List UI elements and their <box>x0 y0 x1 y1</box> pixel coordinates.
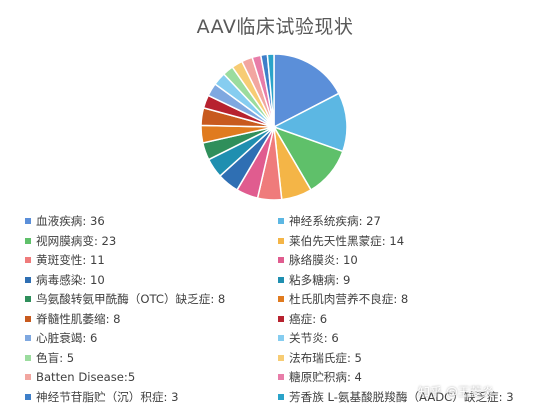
legend-item: 色盲: 5 <box>25 349 74 367</box>
legend-item: 脉络膜炎: 10 <box>278 251 358 269</box>
legend-swatch <box>25 257 31 263</box>
legend-swatch <box>278 315 284 322</box>
legend-swatch <box>278 276 284 283</box>
legend-swatch <box>25 315 31 322</box>
legend-label: 病毒感染: 10 <box>36 272 105 287</box>
legend-label: 关节炎: 6 <box>289 331 339 345</box>
legend-label: 法布瑞氏症: 5 <box>289 350 362 365</box>
legend-swatch <box>278 218 284 224</box>
legend-swatch <box>278 393 284 400</box>
legend-item: 脊髓性肌萎缩: 8 <box>25 310 121 328</box>
legend-label: 癌症: 6 <box>289 311 328 326</box>
legend-label: 心脏衰竭: 6 <box>36 331 98 345</box>
legend-item: 黄斑变性: 11 <box>25 251 105 269</box>
legend-item: 糖原贮积病: 4 <box>278 368 362 386</box>
legend-swatch <box>25 218 31 224</box>
pie-slice-2 <box>272 92 348 153</box>
legend-item: 血液疾病: 36 <box>25 212 105 230</box>
legend-label: 黄斑变性: 11 <box>36 253 105 267</box>
legend-item: 莱伯先天性黑蒙症: 14 <box>278 232 404 250</box>
legend-label: 血液疾病: 36 <box>36 214 105 228</box>
pie-slice-20 <box>266 53 275 128</box>
legend-item: 关节炎: 6 <box>278 329 339 347</box>
pie-slice-1 <box>273 53 340 129</box>
legend-label: 糖原贮积病: 4 <box>289 370 362 384</box>
legend-item: Batten Disease:5 <box>25 368 135 386</box>
legend-swatch <box>278 237 284 244</box>
legend-item: 神经系统疾病: 27 <box>278 212 381 230</box>
legend-swatch <box>278 374 284 380</box>
legend-swatch <box>25 296 31 302</box>
legend-swatch <box>278 257 284 263</box>
legend-label: 视网膜病变: 23 <box>36 233 117 248</box>
legend-swatch <box>278 335 284 341</box>
legend-label: 鸟氨酸转氨甲酰酶（OTC）缺乏症: 8 <box>36 292 226 306</box>
legend-label: 脉络膜炎: 10 <box>289 253 358 267</box>
legend-item: 神经节苷脂贮（沉）积症: 3 <box>25 388 179 406</box>
legend-label: Batten Disease:5 <box>36 370 136 384</box>
legend-swatch <box>25 276 31 283</box>
legend-item: 杜氏肌肉营养不良症: 8 <box>278 290 408 308</box>
legend-item: 病毒感染: 10 <box>25 271 105 289</box>
legend-label: 色盲: 5 <box>36 350 75 365</box>
legend-swatch <box>25 374 31 380</box>
legend-swatch <box>25 393 31 400</box>
legend-label: 脊髓性肌萎缩: 8 <box>36 311 121 326</box>
legend-item: 粘多糖病: 9 <box>278 271 350 289</box>
legend-item: 芳香族 L-氨基酸脱羧酶（AADC）缺乏症: 3 <box>278 388 514 406</box>
legend-swatch <box>25 354 31 361</box>
legend-swatch <box>25 237 31 244</box>
legend-swatch <box>25 335 31 341</box>
legend-label: 粘多糖病: 9 <box>289 272 351 287</box>
legend-label: 神经系统疾病: 27 <box>289 214 381 228</box>
watermark-text: 知乎 @王菱炎 <box>418 385 494 399</box>
legend-label: 芳香族 L-氨基酸脱羧酶（AADC）缺乏症: 3 <box>289 389 514 404</box>
legend-label: 杜氏肌肉营养不良症: 8 <box>289 292 409 306</box>
legend-swatch <box>278 354 284 361</box>
legend-item: 法布瑞氏症: 5 <box>278 349 362 367</box>
chart-title: AAV临床试验现状 <box>196 16 354 38</box>
legend-swatch <box>278 296 284 302</box>
legend-item: 癌症: 6 <box>278 310 327 328</box>
legend-item: 视网膜病变: 23 <box>25 232 116 250</box>
legend-label: 神经节苷脂贮（沉）积症: 3 <box>36 389 179 404</box>
legend-item: 心脏衰竭: 6 <box>25 329 97 347</box>
legend-item: 鸟氨酸转氨甲酰酶（OTC）缺乏症: 8 <box>25 290 225 308</box>
legend-label: 莱伯先天性黑蒙症: 14 <box>289 233 405 248</box>
